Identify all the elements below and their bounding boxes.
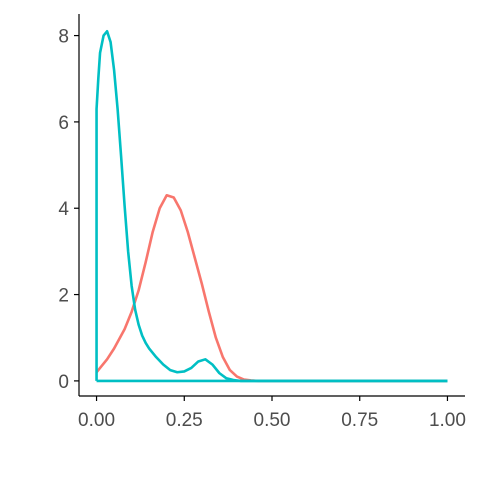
- x-tick-label: 0.00: [78, 410, 115, 431]
- x-tick-label: 0.50: [254, 410, 291, 431]
- y-tick-label: 8: [58, 27, 69, 48]
- y-tick-label: 6: [58, 113, 69, 134]
- density-curve-2: [95, 29, 448, 383]
- x-axis-ticks: 0.00 0.25 0.50 0.75 1.00: [78, 396, 466, 431]
- series-layer: [95, 29, 448, 383]
- x-tick-label: 1.00: [429, 410, 466, 431]
- y-tick-label: 0: [58, 372, 69, 393]
- y-axis-ticks: 0 2 4 6 8: [58, 27, 79, 393]
- y-tick-label: 2: [58, 286, 69, 307]
- x-tick-label: 0.25: [166, 410, 203, 431]
- y-tick-label: 4: [58, 199, 69, 220]
- density-curve-1: [95, 193, 448, 383]
- x-tick-label: 0.75: [341, 410, 378, 431]
